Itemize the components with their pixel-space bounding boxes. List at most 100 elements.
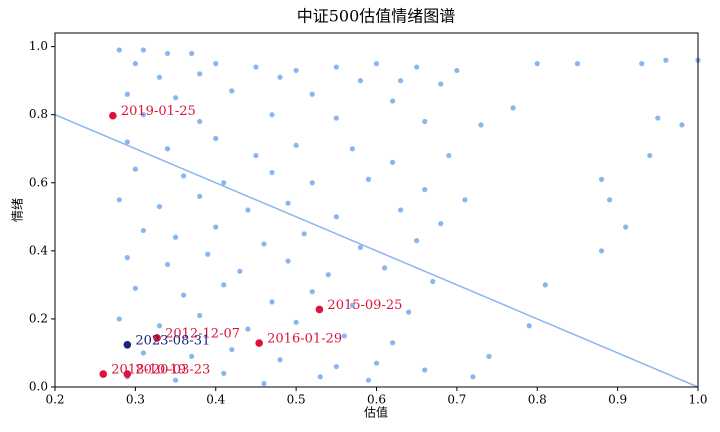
point <box>317 374 323 380</box>
point <box>172 234 179 240</box>
highlight-point <box>109 111 117 120</box>
point <box>189 50 195 57</box>
x-tick-label: 1.0 <box>688 393 707 407</box>
point <box>373 61 380 67</box>
highlight-point <box>255 339 263 347</box>
point <box>181 173 187 179</box>
point <box>140 227 147 234</box>
point <box>446 152 452 159</box>
point <box>213 224 219 230</box>
point <box>285 258 291 264</box>
point <box>647 152 653 159</box>
point <box>398 78 404 84</box>
point <box>261 380 267 387</box>
point <box>438 221 444 227</box>
x-tick-label: 0.6 <box>367 393 386 407</box>
point <box>486 353 492 359</box>
highlight-point <box>123 370 132 378</box>
point <box>293 319 299 325</box>
point <box>422 367 428 373</box>
point <box>598 248 605 254</box>
point <box>534 61 540 67</box>
point <box>156 203 163 210</box>
point <box>261 241 267 247</box>
point <box>438 81 444 87</box>
y-tick-label: 0.0 <box>29 380 48 394</box>
x-tick-label: 0.9 <box>608 393 627 407</box>
point <box>526 323 532 329</box>
point <box>132 285 138 291</box>
point <box>197 193 203 199</box>
point <box>389 159 396 165</box>
point <box>269 169 275 176</box>
point <box>221 370 227 376</box>
highlight-label: 2016-01-29 <box>267 332 342 347</box>
x-tick-label: 0.8 <box>528 393 547 407</box>
highlight-point <box>153 334 161 342</box>
point <box>164 146 171 152</box>
highlight-label: 2019-01-25 <box>121 104 196 119</box>
point <box>414 64 420 70</box>
point <box>606 197 613 203</box>
point <box>349 146 355 152</box>
point <box>325 272 331 278</box>
point <box>285 200 291 206</box>
point <box>229 346 235 353</box>
point <box>116 316 122 322</box>
point <box>357 244 364 251</box>
point <box>221 180 227 186</box>
point <box>365 176 372 182</box>
highlight-point <box>99 370 108 378</box>
point <box>639 61 645 67</box>
point <box>462 197 468 203</box>
x-tick-label: 0.2 <box>45 393 64 407</box>
point <box>181 292 187 298</box>
point <box>140 47 147 53</box>
point <box>156 74 163 80</box>
point <box>422 118 428 125</box>
x-axis-label: 估值 <box>364 405 388 420</box>
point <box>381 265 388 271</box>
highlight-label: 2012-12-07 <box>165 326 240 341</box>
point <box>213 135 219 142</box>
point <box>213 61 219 67</box>
point <box>309 289 315 295</box>
point <box>132 61 138 67</box>
point <box>164 50 171 57</box>
x-tick-label: 0.3 <box>126 393 145 407</box>
point <box>253 64 259 70</box>
point <box>205 251 211 257</box>
point <box>655 115 661 121</box>
point <box>156 323 163 329</box>
point <box>140 350 147 356</box>
point <box>333 64 339 70</box>
y-tick-label: 0.2 <box>29 311 48 325</box>
point <box>349 302 355 308</box>
point <box>406 309 412 315</box>
highlight-point <box>315 305 324 314</box>
point <box>574 61 581 67</box>
point <box>221 282 227 288</box>
point <box>333 214 339 220</box>
point <box>237 268 243 274</box>
point <box>245 326 251 332</box>
highlight-point <box>123 340 132 349</box>
point <box>116 47 122 53</box>
chart-title: 中证500估值情绪图谱 <box>297 7 456 26</box>
regression-line <box>54 114 699 388</box>
highlight-label: 2023-08-31 <box>135 333 210 348</box>
point <box>663 57 669 63</box>
point <box>598 176 605 182</box>
point <box>309 91 315 97</box>
point <box>197 312 203 319</box>
point <box>679 122 685 128</box>
point <box>277 74 283 80</box>
plot-frame <box>54 32 699 388</box>
point <box>293 67 299 74</box>
point <box>116 197 122 203</box>
highlight-label: 2020-03-23 <box>135 363 210 378</box>
point <box>333 115 339 121</box>
point <box>197 71 203 77</box>
